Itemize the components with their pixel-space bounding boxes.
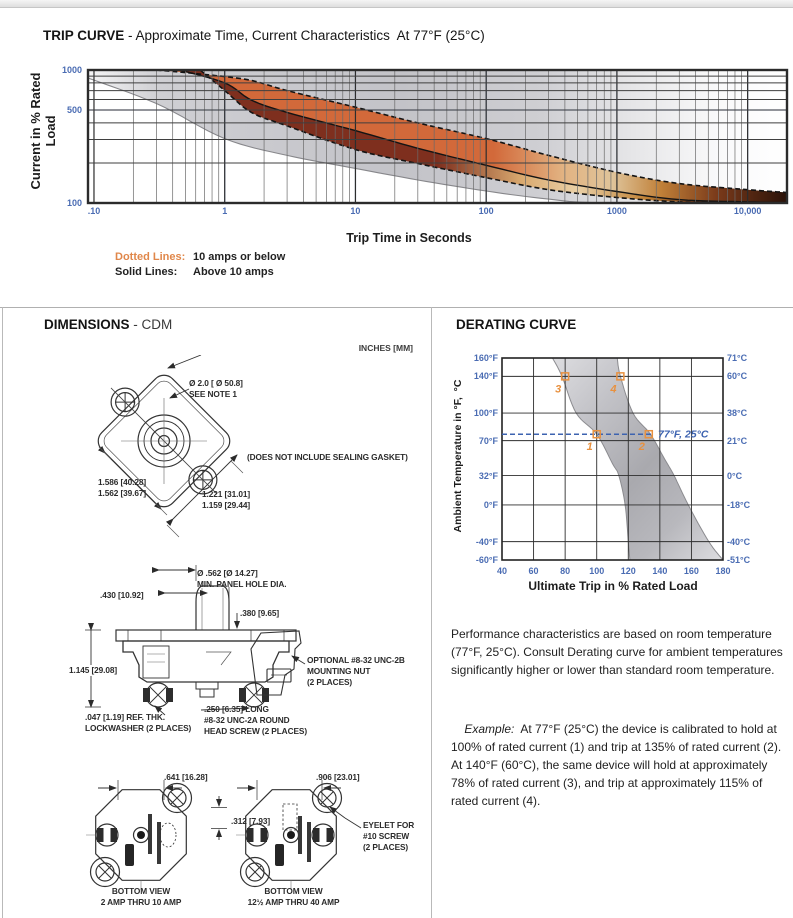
dim-bushing: .380 [9.65] bbox=[240, 608, 280, 618]
gasket-note: (DOES NOT INCLUDE SEALING GASKET) bbox=[247, 452, 408, 462]
bottom-views-drawing bbox=[85, 780, 362, 891]
band-10-amps-outer bbox=[156, 70, 787, 203]
nut-note: OPTIONAL #8-32 UNC-2B MOUNTING NUT (2 PL… bbox=[307, 655, 405, 688]
screw-note-line2: #8-32 UNC-2A ROUND bbox=[204, 715, 290, 725]
hole-note: Ø .562 [Ø 14.27] MIN. PANEL HOLE DIA. bbox=[197, 568, 287, 590]
screw-note: .250 [6.35] LONG #8-32 UNC-2A ROUND HEAD… bbox=[204, 704, 307, 737]
example-body: At 77°F (25°C) the device is calibrated … bbox=[451, 722, 788, 808]
top-view-dia-note: Ø 2.0 [ Ø 50.8] SEE NOTE 1 bbox=[189, 378, 243, 400]
caption-right-line2: 12½ AMP THRU 40 AMP bbox=[247, 897, 340, 907]
trip-chart-x-axis-label: Trip Time in Seconds bbox=[346, 231, 472, 245]
dim-b2: 1.159 [29.44] bbox=[202, 500, 251, 510]
calibration-point-marker bbox=[644, 429, 654, 439]
caption-bottom-left: BOTTOM VIEW 2 AMP THRU 10 AMP bbox=[81, 886, 201, 908]
eyelet-note: EYELET FOR #10 SCREW (2 PLACES) bbox=[363, 820, 414, 853]
dim-a2: 1.562 [39.67] bbox=[98, 488, 147, 498]
caption-left-line2: 2 AMP THRU 10 AMP bbox=[100, 897, 182, 907]
calibration-point-marker bbox=[616, 372, 625, 381]
dimensions-title-rest: - CDM bbox=[129, 317, 173, 332]
trip-curve-chart bbox=[86, 68, 789, 205]
curve-dotted-upper bbox=[156, 70, 787, 194]
derating-title: DERATING CURVE bbox=[456, 317, 577, 332]
calibration-point-marker bbox=[592, 429, 601, 439]
dia-note-line1: Ø 2.0 [ Ø 50.8] bbox=[189, 378, 243, 388]
page-top-edge bbox=[0, 0, 793, 8]
top-view-drawing bbox=[97, 355, 244, 538]
derating-chart: 77°F, 25°C 1 2 3 4 bbox=[501, 357, 724, 561]
trip-curve-title-bold: TRIP CURVE bbox=[43, 28, 125, 43]
curve-solid-boundary bbox=[179, 70, 787, 203]
curve-solid-gray-lower bbox=[88, 77, 631, 203]
derating-y-axis-label: Ambient Temperature in °F, °C bbox=[452, 379, 464, 533]
lockwasher-line1: .047 [1.19] REF. THK. bbox=[85, 712, 165, 722]
derating-plot-area bbox=[502, 358, 723, 560]
dia-note-line2: SEE NOTE 1 bbox=[189, 389, 237, 399]
example-paragraph: Example: At 77°F (25°C) the device is ca… bbox=[451, 702, 785, 828]
dim-bottom-left-w: .641 [16.28] bbox=[164, 772, 208, 782]
eyelet-line2: #10 SCREW bbox=[363, 831, 410, 841]
derating-section: DERATING CURVE Ambient Temperature in °F… bbox=[431, 307, 793, 918]
eyelet-line3: (2 PLACES) bbox=[363, 842, 409, 852]
caption-bottom-right: BOTTOM VIEW 12½ AMP THRU 40 AMP bbox=[221, 886, 366, 908]
dim-bottom-right-w: .906 [23.01] bbox=[316, 772, 360, 782]
der-plot-border bbox=[501, 357, 724, 561]
dim-bottom-left-h: .312 [7.93] bbox=[231, 816, 271, 826]
calibration-point-number: 4 bbox=[609, 383, 616, 395]
performance-paragraph: Performance characteristics are based on… bbox=[451, 627, 787, 677]
legend-row-solid: Solid Lines: Above 10 amps bbox=[115, 265, 285, 280]
derating-band-left-edge bbox=[552, 358, 631, 560]
dimensions-section: DIMENSIONS - CDM INCHES [MM] bbox=[2, 307, 432, 918]
calibration-point-number: 1 bbox=[587, 441, 593, 453]
calibration-point-number: 2 bbox=[638, 441, 645, 453]
section-divider bbox=[0, 307, 793, 308]
eyelet-line1: EYELET FOR bbox=[363, 820, 415, 830]
lockwasher-line2: LOCKWASHER (2 PLACES) bbox=[85, 723, 192, 733]
nut-note-line3: (2 PLACES) bbox=[307, 677, 353, 687]
curve-dotted-lower bbox=[199, 70, 787, 203]
dim-width: .430 [10.92] bbox=[100, 590, 144, 600]
derating-x-axis-label: Ultimate Trip in % Rated Load bbox=[528, 579, 698, 593]
screw-note-line1: .250 [6.35] LONG bbox=[204, 704, 269, 714]
dim-b1: 1.221 [31.01] bbox=[202, 489, 251, 499]
dimensions-title-bold: DIMENSIONS bbox=[44, 317, 130, 332]
dim-a: 1.586 [40.28] 1.562 [39.67] bbox=[98, 477, 146, 499]
trip-plot-area bbox=[88, 70, 787, 203]
calibration-point-marker bbox=[560, 372, 570, 381]
caption-left-line1: BOTTOM VIEW bbox=[111, 886, 171, 896]
hole-note-line2: MIN. PANEL HOLE DIA. bbox=[197, 579, 287, 589]
dim-height: 1.145 [29.08] bbox=[67, 665, 120, 676]
screw-note-line3: HEAD SCREW (2 PLACES) bbox=[204, 726, 308, 736]
nut-note-line2: MOUNTING NUT bbox=[307, 666, 371, 676]
lockwasher-note: .047 [1.19] REF. THK. LOCKWASHER (2 PLAC… bbox=[85, 712, 191, 734]
legend-dotted-label: Dotted Lines: bbox=[115, 251, 186, 263]
side-view-drawing bbox=[85, 565, 306, 716]
example-lead: Example: bbox=[464, 722, 515, 736]
derating-band bbox=[552, 358, 723, 560]
legend-solid-label: Solid Lines: bbox=[115, 266, 178, 278]
dimensions-title: DIMENSIONS - CDM bbox=[44, 317, 172, 332]
trip-legend: Dotted Lines: 10 amps or below Solid Lin… bbox=[115, 250, 285, 280]
units-note: INCHES [MM] bbox=[358, 343, 413, 353]
dim-a1: 1.586 [40.28] bbox=[98, 477, 147, 487]
hole-note-line1: Ø .562 [Ø 14.27] bbox=[197, 568, 258, 578]
nut-note-line1: OPTIONAL #8-32 UNC-2B bbox=[307, 655, 405, 665]
trip-curve-title: TRIP CURVE - Approximate Time, Current C… bbox=[43, 28, 485, 43]
legend-row-dotted: Dotted Lines: 10 amps or below bbox=[115, 250, 285, 265]
ref-line-label: 77°F, 25°C bbox=[658, 429, 709, 441]
calibration-point-number: 3 bbox=[555, 383, 561, 395]
legend-solid-value: Above 10 amps bbox=[193, 266, 274, 278]
dim-b: 1.221 [31.01] 1.159 [29.44] bbox=[202, 489, 250, 511]
derating-band-right-edge bbox=[616, 358, 723, 560]
trip-curve-title-rest: - Approximate Time, Current Characterist… bbox=[124, 28, 485, 43]
legend-dotted-value: 10 amps or below bbox=[193, 251, 286, 263]
caption-right-line1: BOTTOM VIEW bbox=[264, 886, 323, 896]
plot-border bbox=[86, 68, 789, 205]
